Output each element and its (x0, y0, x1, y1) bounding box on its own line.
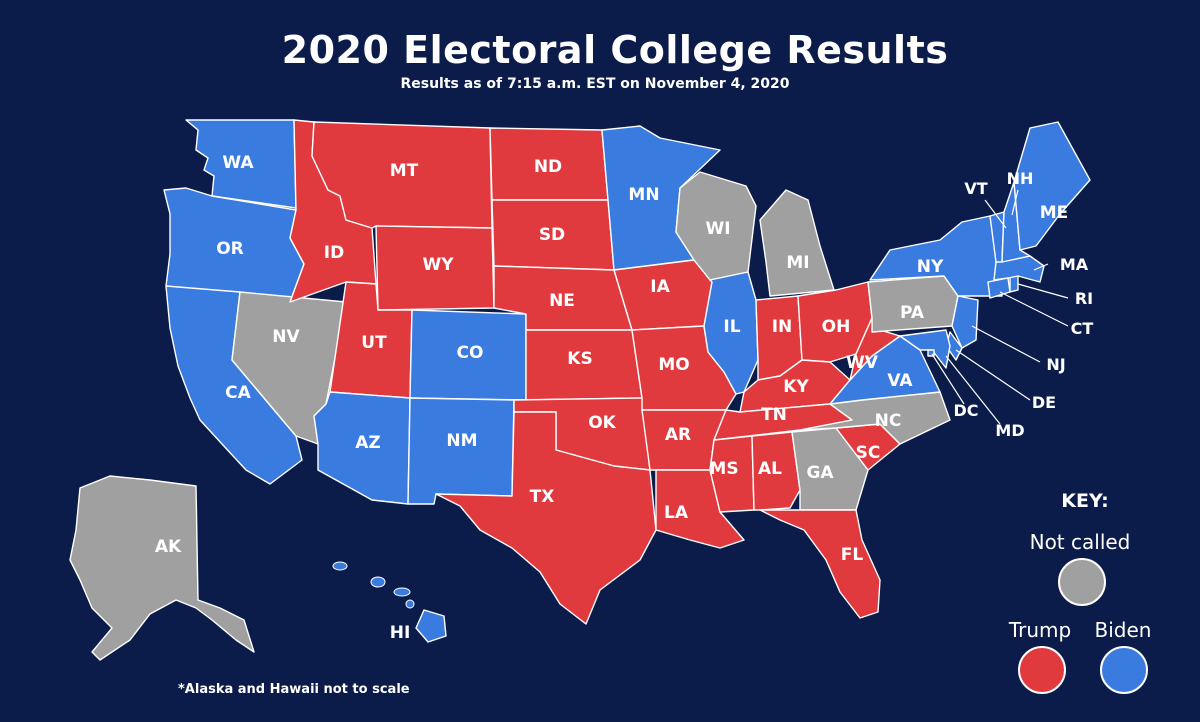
label-VT: VT (964, 179, 987, 198)
label-SC: SC (856, 443, 881, 463)
state-NJ (951, 295, 979, 349)
label-MN: MN (628, 185, 659, 205)
label-NY: NY (917, 257, 944, 277)
label-NM: NM (446, 431, 477, 451)
label-AK: AK (155, 537, 182, 557)
label-SD: SD (539, 225, 565, 245)
label-OR: OR (216, 239, 244, 259)
label-ID: ID (324, 243, 344, 263)
label-TX: TX (530, 487, 555, 507)
key-not-called-label: Not called (1029, 530, 1131, 554)
label-VA: VA (887, 371, 913, 391)
label-NC: NC (875, 411, 902, 431)
label-WI: WI (705, 219, 730, 239)
label-WA: WA (222, 153, 254, 173)
label-DE: DE (1032, 393, 1056, 412)
state-TX (435, 411, 657, 625)
label-OK: OK (588, 413, 616, 433)
label-IN: IN (772, 317, 793, 337)
state-NM (407, 397, 515, 505)
label-AR: AR (665, 425, 691, 445)
label-MD: MD (995, 421, 1024, 440)
label-MT: MT (390, 161, 419, 181)
label-RI: RI (1075, 289, 1093, 308)
label-IL: IL (723, 317, 740, 337)
state-IL (703, 271, 759, 395)
state-MD (899, 329, 951, 369)
label-LA: LA (664, 503, 689, 523)
state-MI (759, 189, 835, 297)
label-CO: CO (457, 343, 484, 363)
label-WV: WV (846, 353, 879, 373)
label-NE: NE (549, 291, 575, 311)
label-FL: FL (841, 545, 864, 565)
state-NH (1001, 181, 1031, 263)
label-UT: UT (361, 333, 387, 353)
state-ME (1013, 121, 1091, 251)
label-NJ: NJ (1046, 355, 1065, 374)
key-trump-label: Trump (1008, 618, 1072, 642)
key-biden-label: Biden (1094, 618, 1152, 642)
key-not-called-swatch (1058, 558, 1106, 606)
state-FL (759, 509, 881, 619)
label-AL: AL (758, 459, 782, 479)
label-KY: KY (783, 377, 809, 397)
label-IA: IA (650, 277, 670, 297)
label-OH: OH (822, 317, 851, 337)
label-NV: NV (272, 327, 300, 347)
label-ND: ND (534, 157, 562, 177)
state-MA (993, 255, 1045, 283)
label-CA: CA (225, 383, 251, 403)
state-AK (69, 475, 255, 661)
label-PA: PA (900, 303, 925, 323)
label-KS: KS (567, 349, 592, 369)
state-labels: WA OR CA NV ID MT WY UT AZ CO NM ND SD N… (155, 153, 1094, 643)
map-subtitle: Results as of 7:15 a.m. EST on November … (400, 76, 790, 92)
footnote: *Alaska and Hawaii not to scale (178, 682, 410, 697)
state-RI (1009, 275, 1019, 293)
label-GA: GA (806, 463, 834, 483)
label-CT: CT (1071, 319, 1094, 338)
key-trump-swatch (1018, 646, 1066, 694)
map-title: 2020 Electoral College Results (281, 28, 949, 72)
key-title: KEY: (1061, 490, 1109, 512)
label-WY: WY (422, 255, 454, 275)
label-MA: MA (1060, 255, 1089, 274)
leader-lines (931, 189, 1069, 425)
label-MI: MI (786, 253, 809, 273)
state-MS (709, 435, 755, 513)
state-HI (415, 609, 447, 643)
label-NH: NH (1007, 169, 1034, 188)
label-MO: MO (658, 355, 689, 375)
label-ME: ME (1040, 203, 1069, 223)
label-AZ: AZ (355, 433, 380, 453)
label-TN: TN (761, 405, 787, 425)
label-HI: HI (390, 623, 411, 643)
hawaii-small-islands (332, 561, 415, 609)
label-MS: MS (709, 459, 738, 479)
label-DC: DC (953, 401, 978, 420)
key-biden-swatch (1100, 646, 1148, 694)
